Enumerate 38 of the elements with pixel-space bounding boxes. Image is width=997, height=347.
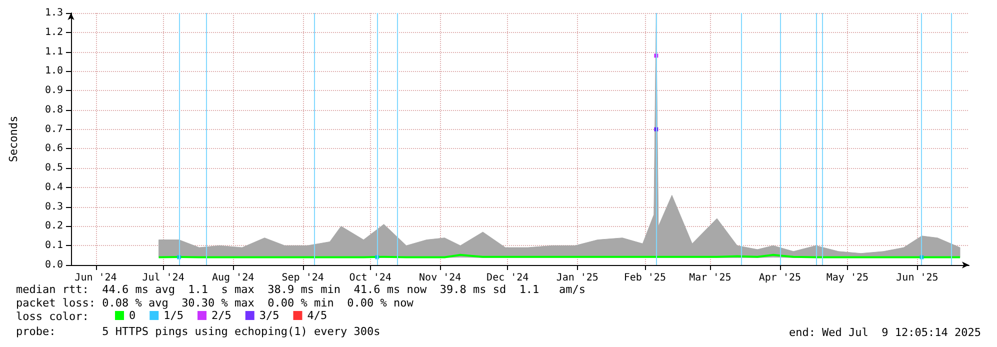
x-tick-label: Oct '24 — [349, 272, 392, 284]
y-tick-label: 0.6 — [44, 143, 63, 154]
x-tick-label: Sep '24 — [282, 272, 324, 284]
y-tick-label: 1.1 — [44, 46, 63, 58]
y-tick-label: 0.3 — [44, 201, 63, 212]
legend-label: 0 — [129, 309, 136, 322]
x-tick-label: May '25 — [826, 272, 869, 284]
y-tick-label: 1.2 — [44, 26, 63, 38]
y-tick-label: 0.5 — [44, 162, 63, 174]
x-tick-label: Jun '25 — [896, 272, 938, 284]
y-tick-label: 1.0 — [44, 66, 63, 77]
legend-label: 4/5 — [307, 309, 328, 322]
y-tick-label: 0.8 — [44, 104, 63, 116]
legend-label: 2/5 — [211, 309, 232, 322]
x-tick-label: Jun '24 — [74, 272, 117, 284]
legend-label: 1/5 — [164, 309, 184, 322]
x-tick-label: Feb '25 — [624, 272, 666, 284]
x-tick-label: Apr '25 — [758, 272, 802, 284]
text: loss color: — [16, 310, 89, 323]
y-tick-label: 0.2 — [44, 220, 63, 232]
y-tick-label: 1.3 — [44, 8, 63, 18]
y-tick-label: 0.7 — [44, 124, 63, 135]
legend-label: 3/5 — [259, 309, 280, 322]
text: median rtt: 44.6 ms avg 1.1 s max 38.9 ms min 41.6 ms now 39.8 ms sd 1.1 am/s — [16, 283, 586, 296]
x-tick-label: Aug '24 — [212, 272, 254, 284]
x-tick-label: Nov '24 — [419, 272, 462, 284]
text: probe: 5 HTTPS pings using echoping(1) every 300s — [16, 325, 380, 338]
y-tick-label: 0.1 — [44, 240, 63, 252]
y-axis-title: Seconds — [7, 116, 20, 162]
x-tick-label: Jan '25 — [556, 272, 598, 284]
y-tick-label: 0.0 — [44, 260, 63, 270]
y-tick-label: 0.9 — [44, 85, 63, 96]
text: end: Wed Jul 9 12:05:14 2025 — [788, 326, 982, 339]
y-tick-label: 0.4 — [44, 182, 63, 193]
x-tick-label: Dec '24 — [486, 272, 529, 284]
x-tick-label: Jul '24 — [142, 272, 184, 284]
text: packet loss: 0.08 % avg 30.30 % max 0.00 % min 0.00 % now — [16, 296, 414, 310]
x-tick-label: Mar '25 — [689, 272, 732, 284]
